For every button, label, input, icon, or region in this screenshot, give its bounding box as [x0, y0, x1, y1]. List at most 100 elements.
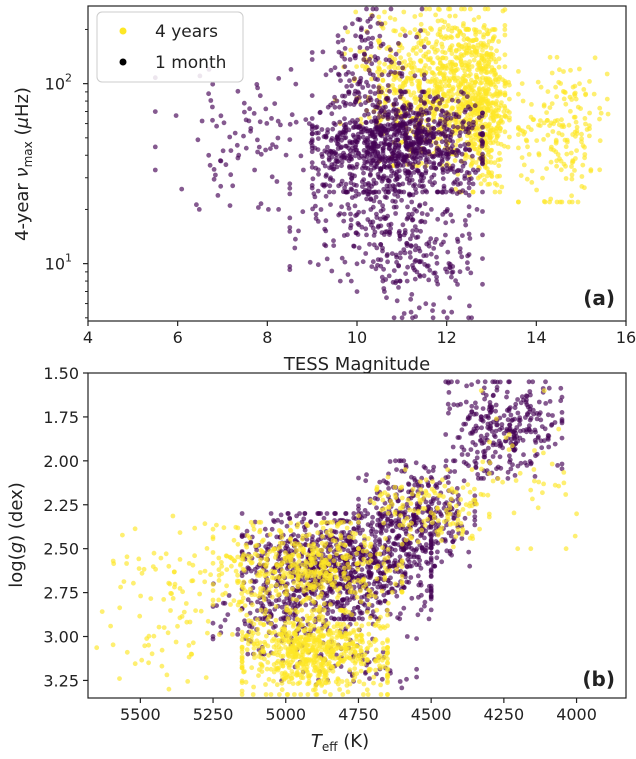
panel-a-y-axis-label: 4-year νmax (μHz) — [12, 87, 35, 241]
data-point — [568, 109, 573, 114]
data-point — [553, 442, 558, 447]
data-point — [468, 271, 473, 276]
data-point — [413, 73, 418, 78]
data-point — [412, 268, 417, 273]
data-point — [374, 648, 379, 653]
data-point — [418, 94, 423, 99]
data-point — [245, 647, 250, 652]
data-point — [443, 129, 448, 134]
data-point — [548, 197, 553, 202]
data-point — [524, 400, 529, 405]
data-point — [383, 142, 388, 147]
data-point — [473, 103, 478, 108]
data-point — [467, 304, 472, 309]
data-point — [362, 603, 367, 608]
data-point — [383, 105, 388, 110]
data-point — [528, 404, 533, 409]
data-point — [525, 144, 530, 149]
data-point — [433, 240, 438, 245]
data-point — [377, 34, 382, 39]
data-point — [509, 413, 514, 418]
data-point — [310, 160, 315, 165]
data-point — [303, 117, 308, 122]
data-point — [369, 264, 374, 269]
data-point — [429, 608, 434, 613]
data-point — [498, 103, 503, 108]
data-point — [431, 468, 436, 473]
data-point — [472, 58, 477, 63]
data-point — [392, 131, 397, 136]
data-point — [461, 21, 466, 26]
data-point — [244, 613, 249, 618]
data-point — [550, 129, 555, 134]
data-point — [480, 233, 485, 238]
data-point — [438, 132, 443, 137]
panel-a-x-axis-label: TESS Magnitude — [283, 354, 430, 375]
data-point — [467, 564, 472, 569]
data-point — [325, 257, 330, 262]
data-point — [446, 381, 451, 386]
data-point — [560, 436, 565, 441]
data-point — [554, 94, 559, 99]
data-point — [423, 52, 428, 57]
data-point — [368, 197, 373, 202]
data-point — [409, 310, 414, 315]
data-point — [418, 13, 423, 18]
data-point — [429, 550, 434, 555]
data-point — [242, 110, 247, 115]
data-point — [496, 163, 501, 168]
data-point — [435, 89, 440, 94]
data-point — [381, 267, 386, 272]
data-point — [417, 305, 422, 310]
data-point — [376, 144, 381, 149]
data-point — [310, 165, 315, 170]
data-point — [409, 200, 414, 205]
data-point — [174, 113, 179, 118]
data-point — [390, 157, 395, 162]
data-point — [384, 195, 389, 200]
data-point — [498, 90, 503, 95]
data-point — [503, 92, 508, 97]
data-point — [227, 135, 232, 140]
data-point — [514, 425, 519, 430]
data-point — [453, 14, 458, 19]
data-point — [458, 144, 463, 149]
data-point — [428, 56, 433, 61]
data-point — [289, 67, 294, 72]
data-point — [435, 48, 440, 53]
data-point — [379, 257, 384, 262]
data-point — [368, 90, 373, 95]
data-point — [503, 129, 508, 134]
data-point — [245, 529, 250, 534]
data-point — [418, 203, 423, 208]
data-point — [386, 98, 391, 103]
data-point — [407, 127, 412, 132]
data-point — [319, 207, 324, 212]
data-point — [323, 229, 328, 234]
data-point — [462, 448, 467, 453]
data-point — [580, 174, 585, 179]
data-point — [480, 441, 485, 446]
data-point — [411, 140, 416, 145]
data-point — [533, 453, 538, 458]
data-point — [436, 32, 441, 37]
data-point — [390, 116, 395, 121]
data-point — [386, 178, 391, 183]
data-point — [460, 452, 465, 457]
data-point — [348, 48, 353, 53]
data-point — [325, 127, 330, 132]
data-point — [485, 89, 490, 94]
data-point — [384, 528, 389, 533]
data-point — [418, 249, 423, 254]
data-point — [392, 315, 397, 320]
data-point — [270, 174, 275, 179]
data-point — [331, 238, 336, 243]
x-tick-label: 4 — [83, 328, 93, 347]
data-point — [487, 53, 492, 58]
data-point — [299, 154, 304, 159]
data-point — [399, 198, 404, 203]
data-point — [269, 116, 274, 121]
data-point — [408, 237, 413, 242]
data-point — [400, 182, 405, 187]
data-point — [247, 119, 252, 124]
